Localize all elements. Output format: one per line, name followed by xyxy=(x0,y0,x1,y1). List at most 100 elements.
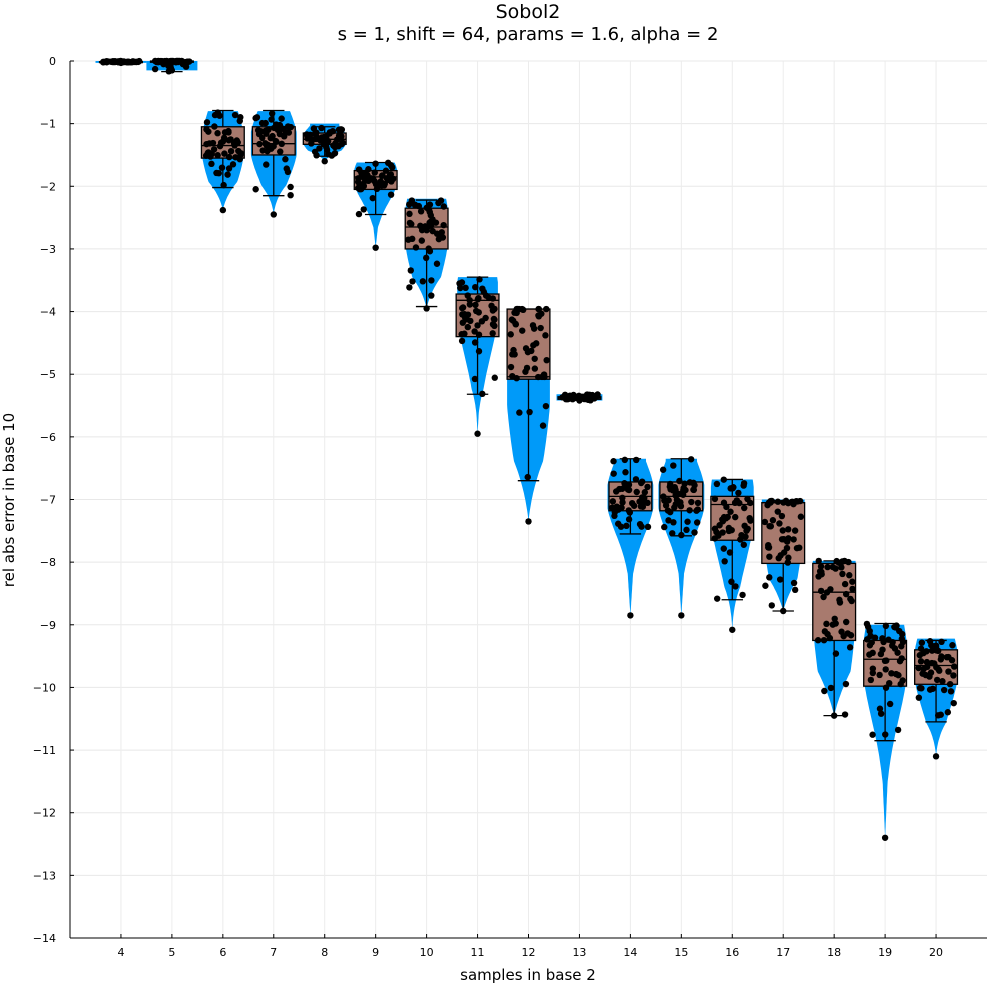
sample-point xyxy=(387,191,395,198)
sample-point xyxy=(950,672,957,679)
sample-point xyxy=(743,527,750,534)
sample-point xyxy=(539,422,547,429)
x-tick-label: 4 xyxy=(117,946,124,959)
sample-point xyxy=(472,301,479,309)
sample-point xyxy=(287,123,295,131)
x-tick-label: 17 xyxy=(776,946,790,959)
sample-point xyxy=(785,554,792,561)
sample-point xyxy=(220,134,228,142)
outlier-point xyxy=(321,158,328,165)
x-tick-label: 16 xyxy=(725,946,739,959)
x-tick-label: 15 xyxy=(674,946,688,959)
sample-point xyxy=(224,171,231,178)
y-tick-label: −1 xyxy=(40,118,56,131)
sample-point xyxy=(111,58,118,66)
sample-point xyxy=(762,582,769,589)
sample-point xyxy=(737,536,744,543)
sample-point xyxy=(406,210,413,218)
y-tick-label: −11 xyxy=(33,744,56,757)
sample-point xyxy=(916,652,923,659)
sample-point xyxy=(329,127,337,135)
sample-point xyxy=(581,395,588,403)
sample-point xyxy=(151,57,159,65)
sample-point xyxy=(633,488,640,496)
sample-point xyxy=(644,499,651,507)
sample-point xyxy=(923,663,931,671)
sample-point xyxy=(270,143,277,150)
sample-point xyxy=(221,150,228,157)
sample-point xyxy=(821,687,828,695)
sample-point xyxy=(735,489,742,497)
sample-point xyxy=(732,513,739,521)
sample-point xyxy=(863,620,871,628)
sample-point xyxy=(313,152,320,159)
sample-point xyxy=(566,395,573,402)
sample-point xyxy=(526,408,533,416)
sample-point xyxy=(897,680,904,688)
sample-point xyxy=(513,309,520,317)
sample-point xyxy=(459,319,467,326)
sample-point xyxy=(162,58,169,65)
sample-point xyxy=(946,680,954,688)
x-tick-label: 8 xyxy=(321,946,328,959)
sample-point xyxy=(530,342,537,349)
sample-point xyxy=(846,572,853,579)
sample-point xyxy=(409,235,416,243)
chart-title: Sobol2 xyxy=(496,1,561,23)
sample-point xyxy=(796,544,803,551)
sample-point xyxy=(412,244,420,251)
sample-point xyxy=(134,58,142,66)
sample-point xyxy=(459,304,467,311)
sample-point xyxy=(471,339,479,346)
sample-point xyxy=(417,222,424,230)
sample-point xyxy=(440,221,447,229)
sample-point xyxy=(507,363,515,371)
sample-point xyxy=(687,456,695,463)
sample-point xyxy=(898,643,905,650)
x-tick-label: 5 xyxy=(168,946,175,959)
sample-point xyxy=(425,245,432,252)
sample-point xyxy=(684,518,691,525)
sample-point xyxy=(775,554,782,562)
sample-point xyxy=(314,135,322,143)
sample-point xyxy=(214,109,221,116)
sample-point xyxy=(842,680,850,688)
sample-point xyxy=(916,684,924,692)
sample-point xyxy=(129,58,137,65)
outlier-point xyxy=(474,430,481,437)
sample-point xyxy=(610,470,617,477)
outlier-point xyxy=(830,712,838,719)
sample-point xyxy=(537,324,544,332)
sample-point xyxy=(268,116,275,123)
sample-point xyxy=(929,685,936,692)
sample-point xyxy=(766,522,773,530)
point-layer xyxy=(99,57,958,841)
outlier-point xyxy=(576,397,583,404)
sample-point xyxy=(690,486,698,494)
sample-point xyxy=(510,346,517,354)
sample-point xyxy=(866,651,873,658)
sample-point xyxy=(675,490,682,498)
sample-point xyxy=(214,152,221,159)
sample-point xyxy=(372,181,380,188)
sample-point xyxy=(227,147,235,155)
sample-point xyxy=(257,128,265,135)
sample-point xyxy=(433,260,441,267)
sample-point xyxy=(945,668,952,675)
sample-point xyxy=(535,305,542,313)
y-tick-label: −14 xyxy=(33,932,56,945)
sample-point xyxy=(471,328,478,335)
sample-point xyxy=(776,576,784,583)
sample-point xyxy=(840,632,847,640)
sample-point xyxy=(426,201,434,208)
sample-point xyxy=(938,638,945,646)
sample-point xyxy=(335,126,343,133)
sample-point xyxy=(263,161,270,168)
x-tick-label: 14 xyxy=(623,946,637,959)
sample-point xyxy=(951,663,958,670)
sample-point xyxy=(419,278,427,285)
sample-point xyxy=(221,129,229,136)
sample-point xyxy=(335,132,343,139)
sample-point xyxy=(426,208,434,216)
sample-point xyxy=(766,553,773,560)
